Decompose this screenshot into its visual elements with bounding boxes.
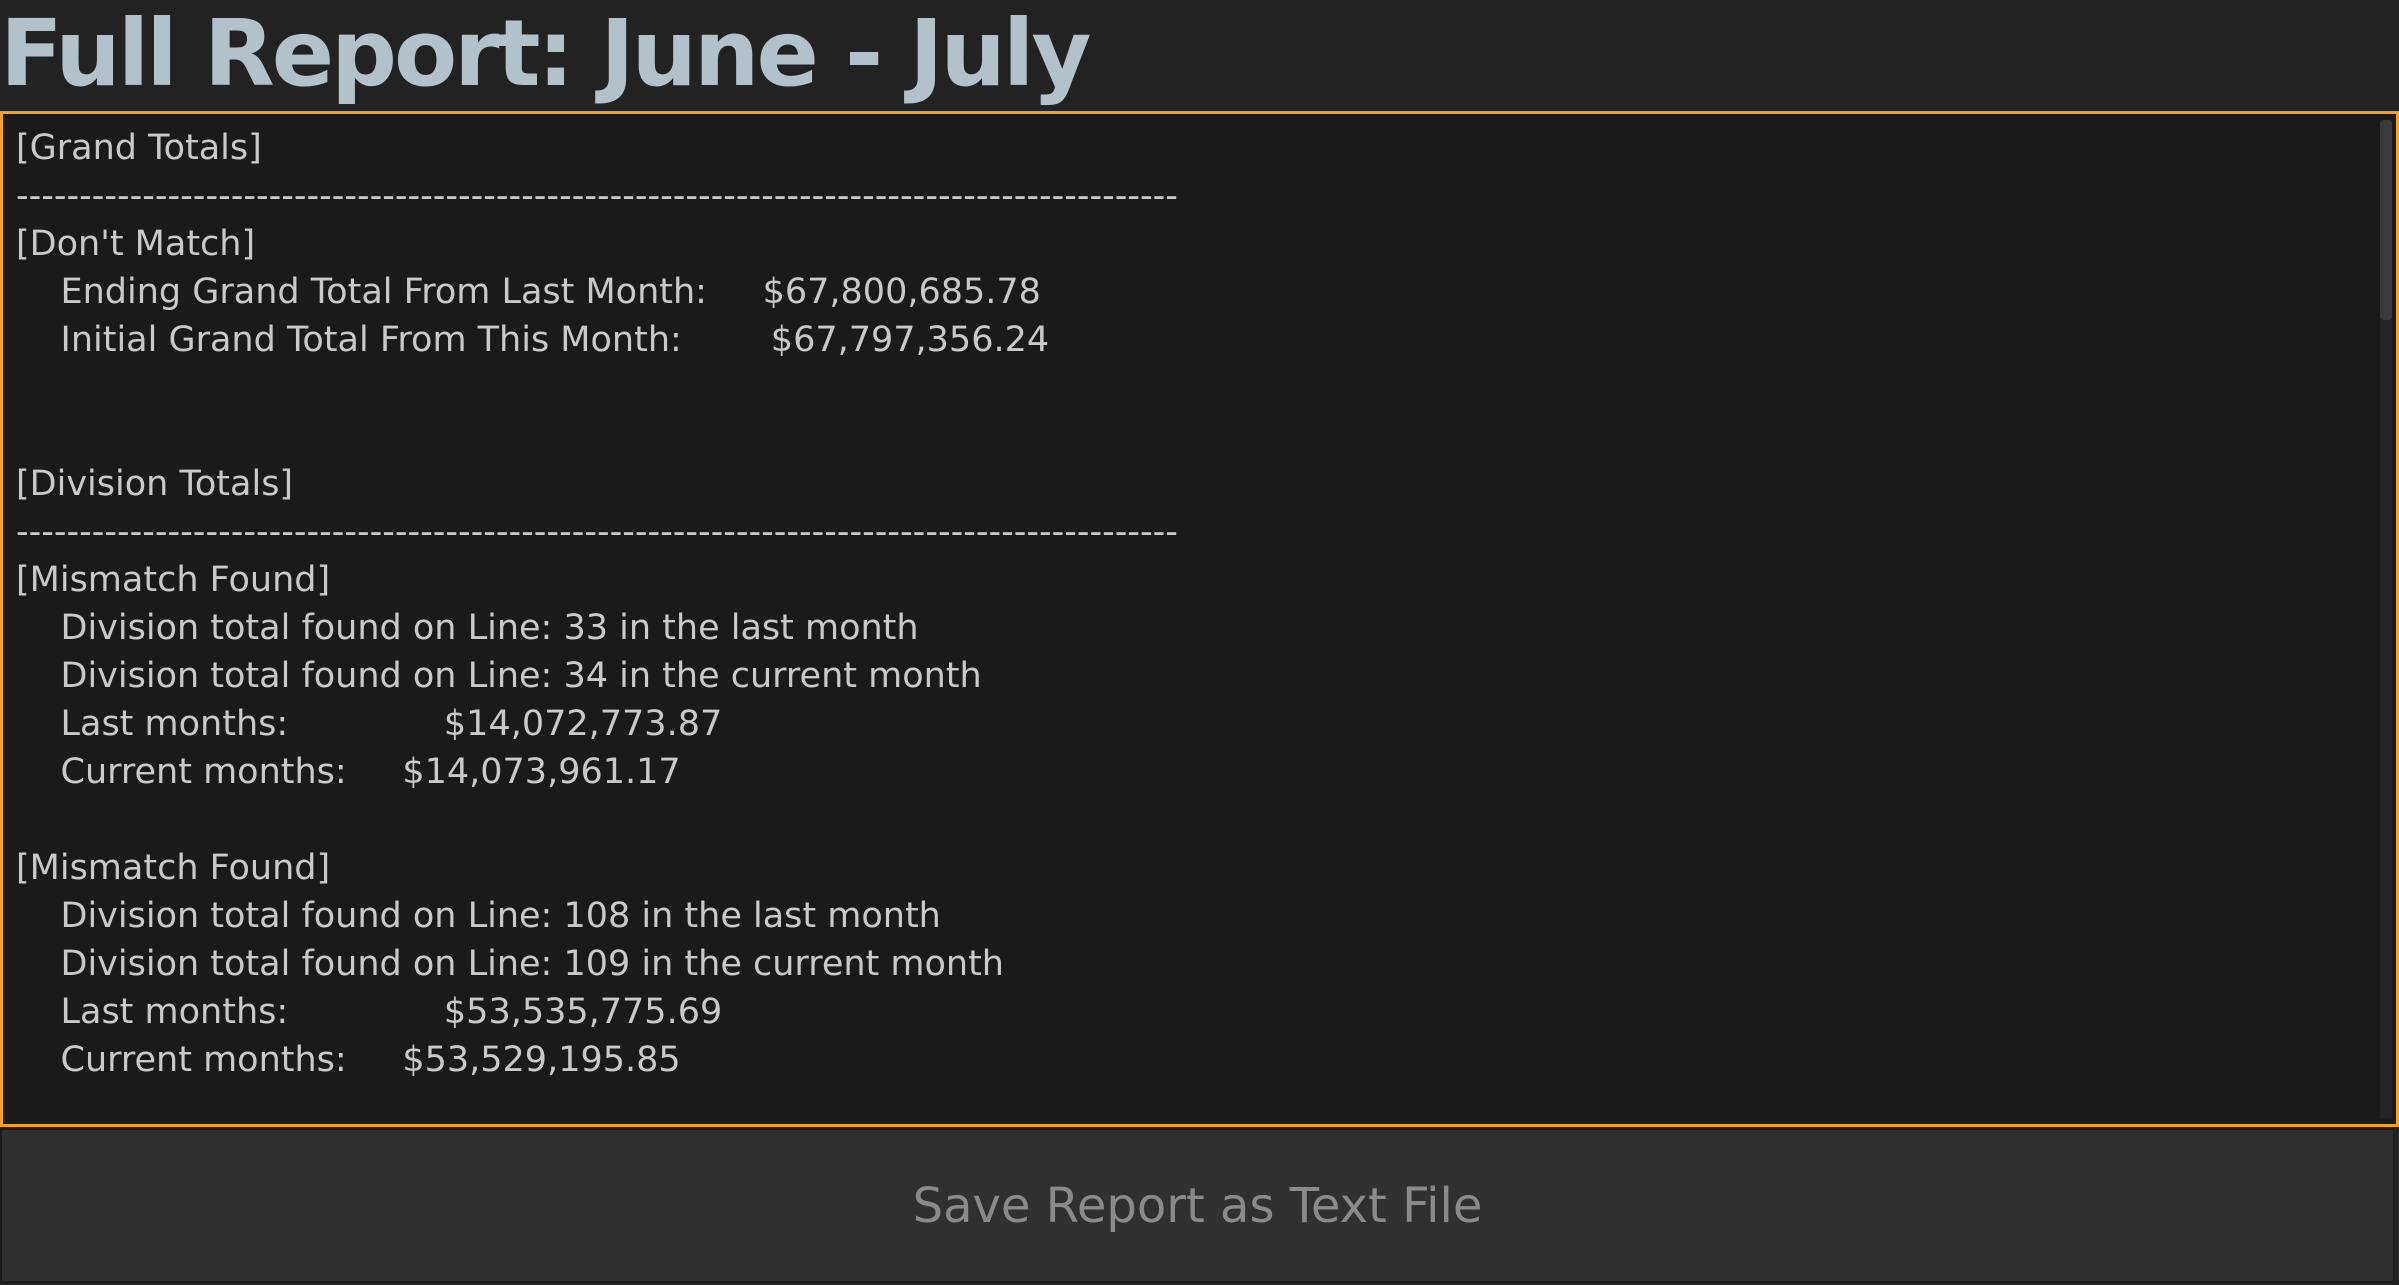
report-content[interactable]: [Grand Totals] -------------------------… (16, 128, 1178, 1080)
vertical-scrollbar[interactable] (2380, 120, 2392, 1118)
page-title: Full Report: June - July (0, 0, 1091, 107)
scrollbar-thumb[interactable] (2380, 120, 2392, 320)
report-text-area[interactable]: [Grand Totals] -------------------------… (0, 111, 2399, 1127)
save-report-button[interactable]: Save Report as Text File (0, 1128, 2395, 1283)
